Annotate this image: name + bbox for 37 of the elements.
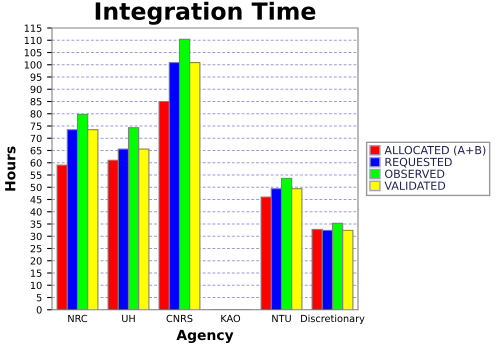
y-tick-label: 50: [30, 184, 42, 192]
y-tick-label: 35: [30, 220, 42, 228]
y-tick-label: 65: [30, 146, 42, 154]
y-tick-label: 80: [30, 110, 42, 118]
y-tick-label: 0: [36, 306, 42, 314]
y-axis-title: Hours: [5, 146, 16, 191]
y-tick-label: 5: [36, 294, 42, 302]
x-axis-title: Agency: [176, 330, 234, 344]
legend-label: VALIDATED: [384, 182, 446, 190]
y-tick-label: 30: [30, 232, 42, 240]
x-tick-label: UH: [122, 314, 135, 322]
y-tick-label: 60: [30, 159, 42, 167]
legend-label: OBSERVED: [385, 170, 444, 178]
x-tick-label: Discretionary: [301, 314, 365, 324]
y-tick-label: 20: [30, 257, 42, 265]
y-tick-label: 90: [30, 86, 42, 94]
y-tick-label: 75: [30, 122, 42, 130]
legend-label: ALLOCATED (A+B): [384, 146, 486, 156]
y-tick-label: 105: [24, 48, 42, 56]
y-tick-label: 115: [24, 24, 42, 32]
y-tick-label: 25: [30, 244, 42, 252]
y-tick-label: 85: [30, 98, 42, 106]
chart-title: Integration Time: [96, 2, 316, 25]
y-tick-label: 40: [30, 208, 42, 216]
x-tick-label: KAO: [221, 314, 240, 322]
y-tick-label: 70: [30, 134, 42, 142]
y-tick-label: 95: [30, 73, 42, 81]
x-tick-label: CNRS: [166, 314, 192, 322]
y-tick-label: 10: [30, 282, 42, 290]
y-tick-label: 45: [30, 196, 42, 204]
x-tick-label: NTU: [272, 314, 291, 322]
legend-label: REQUESTED: [385, 158, 452, 168]
y-tick-label: 100: [24, 61, 42, 69]
y-tick-label: 110: [24, 36, 42, 44]
y-tick-label: 15: [30, 270, 42, 277]
y-tick-label: 55: [30, 172, 42, 179]
x-tick-label: NRC: [68, 314, 88, 322]
